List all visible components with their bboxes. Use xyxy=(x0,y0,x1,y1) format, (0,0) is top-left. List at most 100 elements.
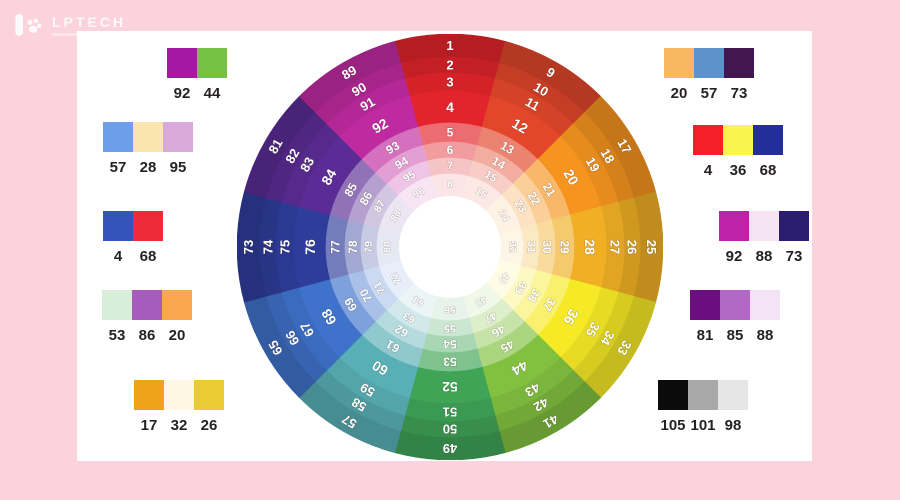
swatch-label: 28 xyxy=(139,159,157,176)
swatch-label: 105 xyxy=(660,417,686,434)
wheel-segment-label: 54 xyxy=(443,337,457,351)
wheel-segment-label: 10 xyxy=(531,79,551,99)
swatch-36 xyxy=(723,125,753,155)
wheel-segment-label: 8 xyxy=(447,180,453,191)
palette-group-right-20-57-73: 20 57 73 xyxy=(664,48,754,102)
wheel-segment-label: 73 xyxy=(241,240,256,254)
swatch-85 xyxy=(720,290,750,320)
wheel-segment-label: 29 xyxy=(558,240,572,254)
swatch-label: 20 xyxy=(168,327,186,344)
swatch-32 xyxy=(164,380,194,410)
palette-group-left-53-86-20: 53 86 20 xyxy=(102,290,192,344)
swatch-label-row: 4 36 68 xyxy=(693,162,783,179)
wheel-segment-label: 30 xyxy=(540,240,554,254)
wheel-segment-label: 53 xyxy=(443,355,457,369)
wheel-segment-label: 33 xyxy=(614,338,634,358)
wheel-segment-label: 1 xyxy=(446,38,453,53)
wheel-segment-label: 27 xyxy=(608,240,623,254)
swatch-20 xyxy=(162,290,192,320)
swatch-92 xyxy=(719,211,749,241)
wheel-segment-label: 77 xyxy=(329,240,343,254)
lptech-logo-icon xyxy=(15,13,42,37)
swatch-label-row: 20 57 73 xyxy=(664,85,754,102)
swatch-row xyxy=(134,380,224,410)
lptech-logo-text: LPTECH xyxy=(52,14,126,30)
swatch-label: 98 xyxy=(724,417,742,434)
wheel-segment-label: 90 xyxy=(349,79,369,99)
swatch-label: 88 xyxy=(755,248,773,265)
swatch-57 xyxy=(694,48,724,78)
wheel-segment-label: 25 xyxy=(644,240,659,254)
palette-group-right-105-101-98: 105 101 98 xyxy=(658,380,748,434)
swatch-17 xyxy=(134,380,164,410)
color-wheel-diagram: 1234567891011121314151617181920212223242… xyxy=(237,34,663,460)
wheel-segment-label: 59 xyxy=(357,380,377,400)
wheel-segment-label: 67 xyxy=(297,319,317,339)
swatch-label-row: 4 68 xyxy=(103,248,163,265)
swatch-label: 20 xyxy=(670,85,688,102)
swatch-label: 95 xyxy=(169,159,187,176)
swatch-88 xyxy=(749,211,779,241)
wheel-segment-label: 87 xyxy=(372,198,389,215)
wheel-segment-label: 43 xyxy=(522,380,542,400)
swatch-4 xyxy=(103,211,133,241)
swatch-label: 4 xyxy=(113,248,123,265)
swatch-label: 73 xyxy=(785,248,803,265)
wheel-segment-label: 26 xyxy=(625,240,640,254)
wheel-segment-label: 80 xyxy=(383,241,394,253)
swatch-row xyxy=(693,125,783,155)
wheel-segment-label: 89 xyxy=(339,62,359,82)
wheel-segment-label: 3 xyxy=(446,75,453,90)
swatch-26 xyxy=(194,380,224,410)
wheel-segment-label: 49 xyxy=(443,441,457,456)
swatch-label: 68 xyxy=(139,248,157,265)
swatch-98 xyxy=(718,380,748,410)
wheel-segment-label: 42 xyxy=(531,394,551,414)
swatch-label: 26 xyxy=(200,417,218,434)
swatch-105 xyxy=(658,380,688,410)
wheel-segment-label: 58 xyxy=(349,394,369,414)
wheel-segment-label: 76 xyxy=(302,239,318,255)
swatch-label: 53 xyxy=(108,327,126,344)
swatch-row xyxy=(690,290,780,320)
swatch-label: 101 xyxy=(690,417,716,434)
palette-group-left-57-28-95: 57 28 95 xyxy=(103,122,193,176)
wheel-segment-label: 31 xyxy=(525,241,537,253)
swatch-73 xyxy=(724,48,754,78)
wheel-segment-label: 2 xyxy=(446,58,453,73)
swatch-95 xyxy=(163,122,193,152)
swatch-4 xyxy=(693,125,723,155)
swatch-label: 44 xyxy=(203,85,221,102)
swatch-row xyxy=(719,211,809,241)
swatch-101 xyxy=(688,380,718,410)
swatch-row xyxy=(664,48,754,78)
swatch-label-row: 105 101 98 xyxy=(658,417,748,434)
swatch-53 xyxy=(102,290,132,320)
swatch-label-row: 81 85 88 xyxy=(690,327,780,344)
wheel-segment-label: 82 xyxy=(282,146,302,166)
swatch-44 xyxy=(197,48,227,78)
swatch-label-row: 53 86 20 xyxy=(102,327,192,344)
swatch-20 xyxy=(664,48,694,78)
swatch-label-row: 92 44 xyxy=(167,85,227,102)
swatch-row xyxy=(103,122,193,152)
wheel-segment-label: 50 xyxy=(443,422,457,437)
wheel-segment-label: 19 xyxy=(583,154,603,174)
wheel-segment-label: 17 xyxy=(614,136,634,156)
swatch-label-row: 57 28 95 xyxy=(103,159,193,176)
wheel-segment-label: 95 xyxy=(401,169,418,186)
wheel-segment-label: 63 xyxy=(401,309,418,326)
wheel-segment-label: 18 xyxy=(597,146,617,166)
swatch-label: 88 xyxy=(756,327,774,344)
palette-group-left-17-32-26: 17 32 26 xyxy=(134,380,224,434)
swatch-label: 85 xyxy=(726,327,744,344)
swatch-label: 92 xyxy=(173,85,191,102)
palette-group-left-4-68: 4 68 xyxy=(103,211,163,265)
swatch-row xyxy=(103,211,163,241)
wheel-segment-label: 41 xyxy=(541,411,561,431)
swatch-label: 81 xyxy=(696,327,714,344)
swatch-label: 86 xyxy=(138,327,156,344)
wheel-segment-label: 28 xyxy=(582,239,598,255)
swatch-row xyxy=(167,48,227,78)
